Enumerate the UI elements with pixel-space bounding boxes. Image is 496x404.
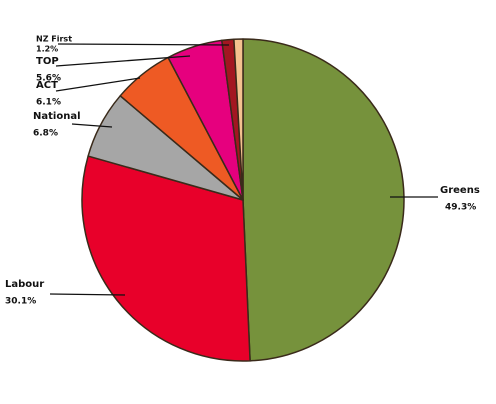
leader-line bbox=[49, 293, 126, 296]
leader-line bbox=[55, 77, 141, 92]
slice-value: 49.3% bbox=[445, 203, 476, 213]
slice-name: ACT bbox=[36, 80, 58, 91]
slice-label: National 6.8% bbox=[33, 111, 81, 139]
slice-value: 1.2% bbox=[36, 45, 58, 54]
slice-name: Labour bbox=[5, 279, 44, 290]
pie-slice bbox=[233, 38, 244, 201]
pie-slice bbox=[81, 155, 251, 362]
slice-label: Labour 30.1% bbox=[5, 279, 44, 307]
pie bbox=[81, 38, 405, 362]
slice-name: National bbox=[33, 111, 81, 122]
pie-slice bbox=[242, 38, 405, 362]
slice-value: 30.1% bbox=[5, 297, 36, 307]
slice-label: Greens 49.3% bbox=[440, 185, 480, 213]
labels: Greens 49.3% Labour 30.1% National 6.8% ACT 6.1… bbox=[5, 35, 480, 307]
slice-name: TOP bbox=[36, 56, 59, 67]
slice-value: 5.6% bbox=[36, 74, 61, 84]
slice-label: ACT 6.1% bbox=[36, 80, 61, 108]
leader-line bbox=[57, 43, 230, 46]
leader-line bbox=[71, 123, 113, 128]
slice-label: TOP 5.6% bbox=[36, 56, 61, 84]
slice-name: Greens bbox=[440, 185, 480, 196]
slice-name: NZ First bbox=[36, 35, 72, 44]
slice-value: 6.8% bbox=[33, 129, 58, 139]
leader-line bbox=[55, 55, 191, 67]
slice-value: 6.1% bbox=[36, 98, 61, 108]
